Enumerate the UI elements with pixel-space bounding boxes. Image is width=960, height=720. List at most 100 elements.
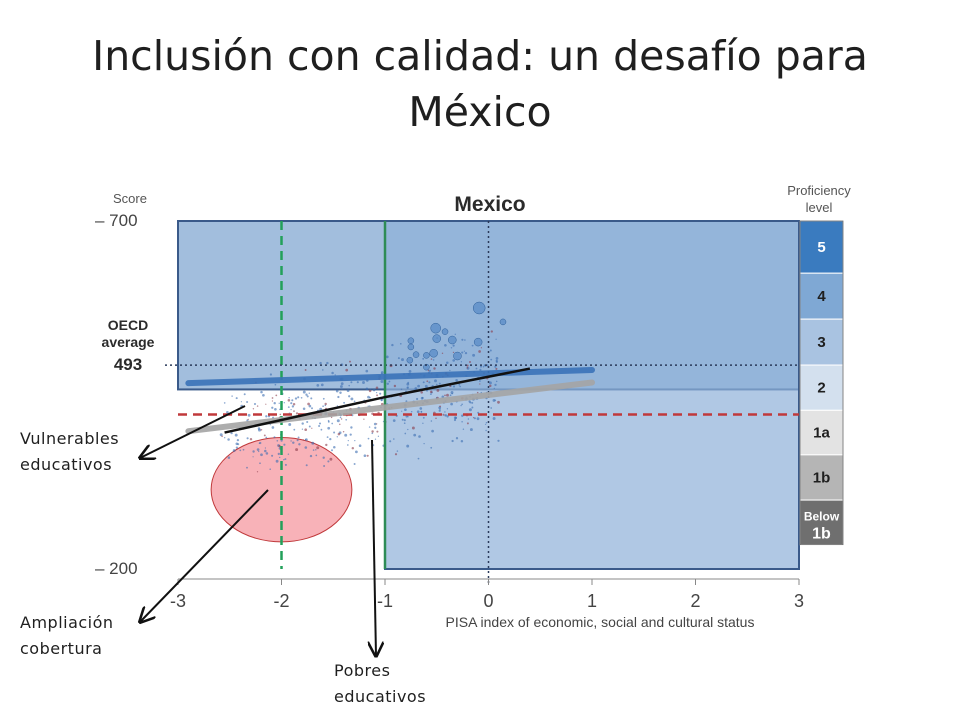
callout-vulnerables-line-2: educativos: [20, 455, 113, 474]
scatter-dot: [260, 453, 263, 457]
bubble-3: [448, 335, 457, 345]
highlight-region-1: [384, 220, 800, 570]
scatter-dot: [444, 394, 446, 397]
y-axis-label: Score: [113, 191, 147, 206]
scatter-dot: [417, 457, 420, 460]
scatter-dot: [436, 383, 438, 386]
scatter-dot: [477, 411, 480, 414]
x-tick-label: 1: [587, 591, 597, 611]
scatter-dot: [467, 418, 470, 420]
scatter-dot: [259, 462, 261, 465]
scatter-dot: [420, 391, 423, 394]
scatter-dot: [451, 439, 454, 443]
bubble-8: [472, 301, 486, 315]
scatter-dot: [438, 409, 441, 412]
scatter-dot: [298, 443, 301, 446]
proficiency-level-5: [799, 454, 844, 501]
scatter-dot: [438, 382, 441, 385]
scatter-dot: [322, 397, 325, 400]
bubble-4: [429, 348, 438, 358]
scatter-dot: [479, 365, 483, 368]
scatter-dot: [386, 382, 389, 385]
scatter-dot: [450, 347, 453, 349]
scatter-dot: [388, 380, 391, 383]
scatter-dot: [431, 429, 434, 433]
scatter-dot: [458, 383, 461, 386]
scatter-dot: [489, 384, 492, 388]
scatter-dot: [265, 415, 268, 418]
scatter-dot: [265, 403, 267, 405]
scatter-dot: [442, 413, 445, 416]
scatter-dot: [239, 449, 242, 452]
scatter-dot: [304, 428, 308, 432]
scatter-dot: [288, 423, 292, 426]
scatter-dot: [271, 426, 275, 429]
scatter-dot: [401, 410, 403, 412]
scatter-dot: [334, 374, 336, 376]
arrow-pobres: [372, 439, 376, 656]
scatter-dot: [394, 453, 398, 456]
scatter-dot: [469, 401, 472, 404]
scatter-dot: [476, 391, 479, 394]
scatter-dot: [460, 361, 463, 363]
scatter-dot: [347, 440, 349, 442]
scatter-dot: [420, 411, 423, 413]
scatter-dot: [278, 444, 281, 448]
scatter-dot: [287, 453, 290, 455]
proficiency-level-label: 1a: [813, 425, 830, 442]
scatter-dot: [472, 416, 475, 419]
scatter-dot: [416, 410, 420, 414]
scatter-dot: [335, 389, 339, 393]
proficiency-level-label: 3: [817, 334, 825, 351]
scatter-dot: [392, 419, 396, 422]
scatter-dot: [247, 418, 249, 421]
scatter-dot: [342, 431, 345, 433]
scatter-dot: [368, 426, 371, 428]
scatter-dot: [462, 428, 465, 430]
scatter-dot: [372, 388, 376, 392]
bubble-1: [407, 343, 415, 351]
scatter-dot: [331, 422, 334, 425]
callout-ampliacion-line-1: Ampliación: [20, 613, 114, 632]
scatter-dot: [279, 456, 281, 459]
scatter-dot: [305, 393, 308, 396]
chart-title: Mexico: [454, 193, 525, 216]
scatter-dot: [235, 446, 239, 449]
scatter-dot: [369, 388, 372, 390]
scatter-dot: [407, 428, 409, 431]
scatter-dot: [296, 439, 299, 442]
scatter-dot: [343, 401, 346, 404]
scatter-dot: [482, 366, 485, 368]
proficiency-level-1: [799, 272, 844, 320]
scatter-dot: [428, 369, 432, 372]
scatter-dot: [243, 393, 246, 396]
scatter-dot: [273, 436, 276, 439]
scatter-dot: [373, 422, 377, 426]
scatter-dot: [265, 452, 269, 455]
x-tick-label: 3: [794, 591, 804, 611]
scatter-dot: [466, 367, 469, 369]
scatter-dot: [494, 365, 497, 368]
scatter-dot: [414, 387, 418, 390]
scatter-dot: [304, 438, 307, 441]
scatter-dot: [471, 401, 474, 404]
scatter-dot: [494, 383, 497, 387]
scatter-dot: [471, 344, 474, 347]
scatter-dot: [478, 350, 481, 353]
bubble-14: [441, 328, 449, 335]
scatter-dot: [366, 454, 369, 457]
scatter-dot: [460, 404, 462, 407]
scatter-dot: [252, 450, 255, 453]
scatter-dot: [420, 396, 424, 400]
scatter-dot: [275, 394, 278, 397]
proficiency-column-border: [799, 220, 844, 546]
scatter-dot: [453, 416, 457, 420]
scatter-dot: [464, 351, 468, 355]
scatter-dot: [287, 398, 291, 402]
bubble-5: [473, 337, 483, 347]
scatter-dot: [468, 408, 472, 412]
scatter-dot: [450, 402, 453, 406]
scatter-dot: [240, 401, 243, 403]
scatter-dot: [231, 395, 233, 397]
scatter-dot: [444, 344, 447, 347]
